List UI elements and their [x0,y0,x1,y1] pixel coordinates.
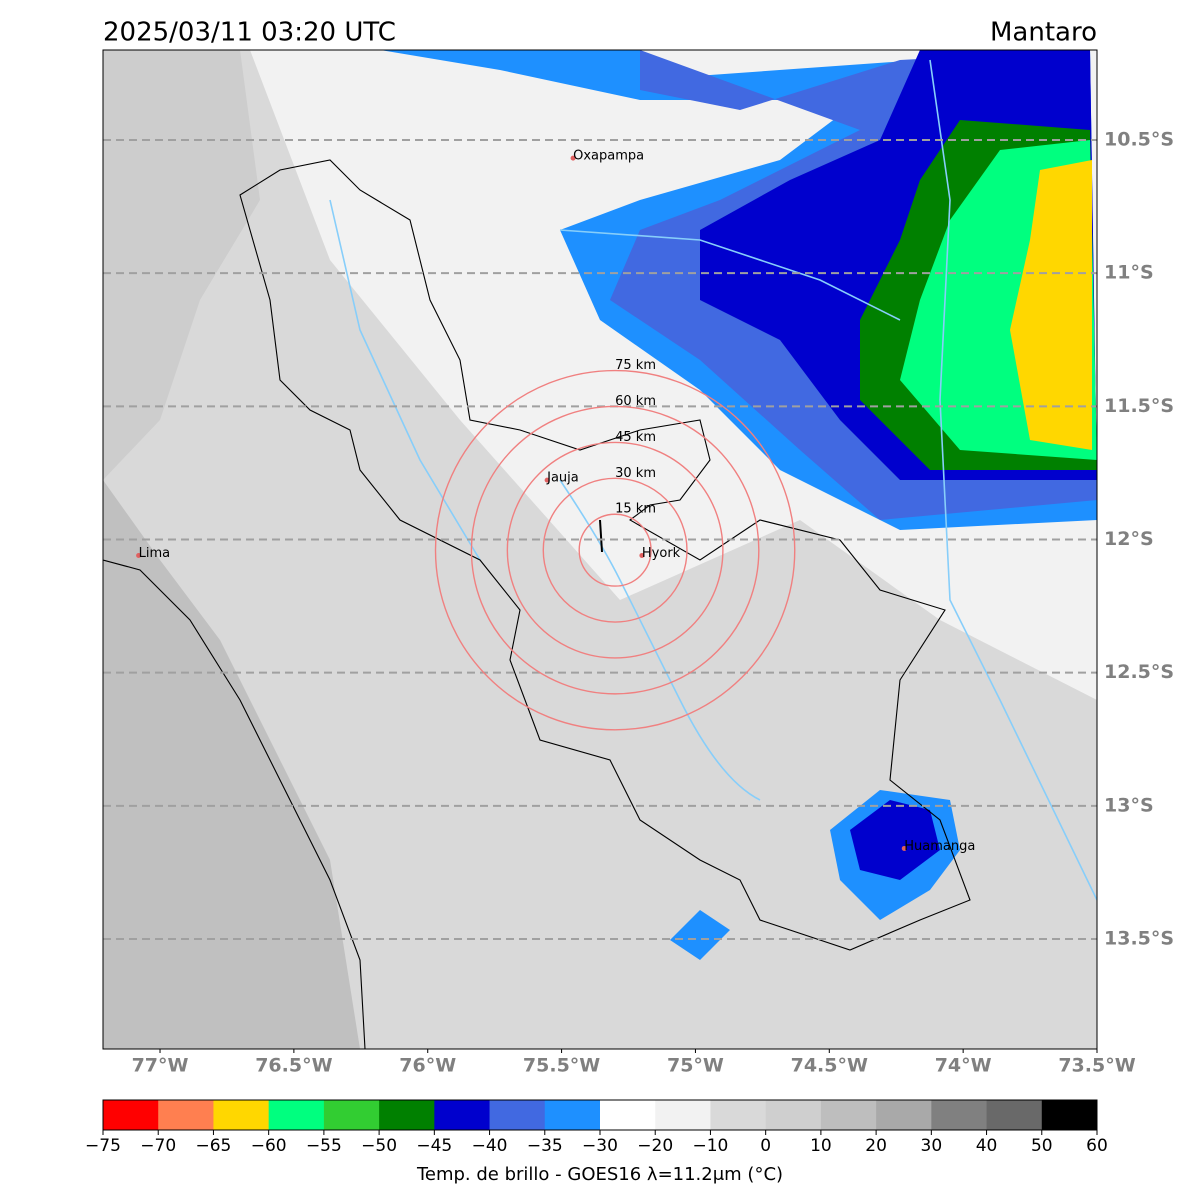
colorbar-segment [489,1100,546,1130]
cloud-gold [1010,160,1092,450]
lon-tick-label: 76.5°W [255,1055,332,1077]
colorbar-segment [434,1100,491,1130]
river [559,229,901,321]
radar-beam [599,519,603,553]
lon-tick-label: 73.5°W [1058,1055,1135,1077]
range-ring [542,477,688,623]
place-label: Jauja [546,471,579,486]
lon-tick-label: 75.5°W [523,1055,600,1077]
range-ring [506,441,724,659]
title-left: 2025/03/11 03:20 UTC [103,18,396,48]
colorbar-segment [1041,1100,1098,1130]
colorbar-segment [931,1100,988,1130]
lon-tick-label: 74°W [935,1055,992,1077]
colorbar-segment [268,1100,325,1130]
lat-tick-label: 12.5°S [1104,661,1174,683]
lon-tick-label: 77°W [132,1055,189,1077]
colorbar-segment [600,1100,656,1130]
lat-tick-label: 13.5°S [1104,928,1174,950]
title-right: Mantaro [990,18,1097,48]
cloud-south-core [850,800,940,880]
place-marker [901,845,907,851]
range-ring-label: 45 km [615,430,656,445]
colorbar-segment [158,1100,214,1130]
colorbar-segment [876,1100,932,1130]
place-label: Huamanga [904,839,975,854]
range-ring [578,513,652,587]
colorbar-tick-label: −30 [582,1136,618,1156]
colorbar-tick-label: −50 [361,1136,397,1156]
colorbar-tick-label: −60 [251,1136,287,1156]
colorbar-segment [103,1100,159,1130]
lat-tick-label: 12°S [1104,528,1154,550]
river [329,199,481,561]
colorbar-segment [986,1100,1043,1130]
west-zone [103,50,260,480]
place-label: Lima [139,546,170,561]
map-frame [102,49,1098,1050]
colorbar-tick-label: 10 [810,1136,832,1156]
range-ring-label: 60 km [615,394,656,409]
place-label: Hyork [642,546,681,561]
colorbar-tick-label: −55 [306,1136,342,1156]
colorbar-tick-label: −20 [637,1136,673,1156]
river [929,59,1097,901]
lon-tick-label: 74.5°W [791,1055,868,1077]
colorbar-segment [655,1100,711,1130]
lat-tick-label: 13°S [1104,794,1154,816]
colorbar-tick-label: −70 [140,1136,176,1156]
place-marker [570,155,576,161]
colorbar-tick-label: 20 [865,1136,887,1156]
place-marker [136,552,142,558]
colorbar-segment [544,1100,601,1130]
range-ring [434,369,796,731]
lon-tick-label: 75°W [667,1055,724,1077]
range-ring-label: 75 km [615,358,656,373]
colorbar-segment [820,1100,877,1130]
lon-tick-label: 76°W [399,1055,456,1077]
range-ring-label: 15 km [615,502,656,517]
basin-border [239,159,971,951]
coastline [103,559,366,1049]
colorbar-segment [765,1100,822,1130]
range-ring-label: 30 km [615,466,656,481]
colorbar-segment [213,1100,270,1130]
lat-tick-label: 10.5°S [1104,129,1174,151]
colorbar-tick-label: −35 [527,1136,563,1156]
colorbar-tick-label: −45 [416,1136,452,1156]
range-ring [470,405,760,695]
place-label: Oxapampa [573,149,644,164]
colorbar-tick-label: 0 [760,1136,771,1156]
colorbar-tick-label: 60 [1086,1136,1108,1156]
colorbar-segment [710,1100,767,1130]
colorbar-tick-label: −65 [195,1136,231,1156]
lat-tick-label: 11°S [1104,262,1154,284]
colorbar-tick-label: −75 [85,1136,121,1156]
river [559,479,761,801]
colorbar-segment [323,1100,380,1130]
lat-tick-label: 11.5°S [1104,395,1174,417]
colorbar-tick-label: −10 [692,1136,728,1156]
colorbar-tick-label: −40 [472,1136,508,1156]
place-marker [544,477,550,483]
colorbar-tick-label: 50 [1031,1136,1053,1156]
map-overlay: 15 km 30 km 45 km 60 km 75 km Oxapampa Jauja Hy… [103,139,1097,941]
map-layer: 15 km 30 km 45 km 60 km 75 km Oxapampa Jauja Hy… [103,50,1097,1049]
cloud-small [670,910,730,960]
colorbar-label: Temp. de brillo - GOES16 λ=11.2μm (°C) [416,1164,783,1185]
colorbar-tick-label: 40 [976,1136,998,1156]
colorbar-tick-label: 30 [921,1136,943,1156]
coast-zone [103,480,360,1049]
colorbar-segment [379,1100,435,1130]
place-marker [639,552,645,558]
